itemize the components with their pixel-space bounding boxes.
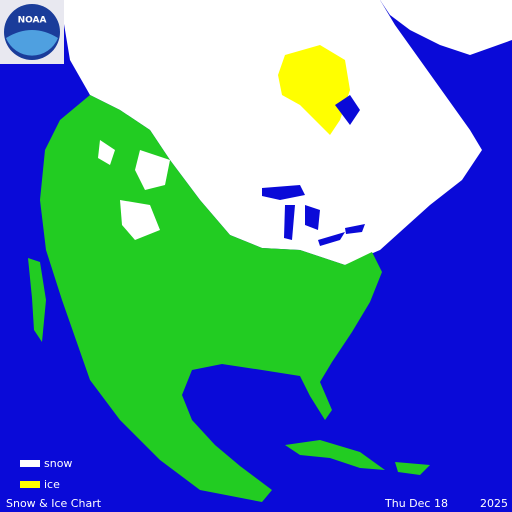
baja — [28, 258, 46, 342]
legend-swatch — [20, 460, 40, 467]
hudson-bay-ice — [278, 45, 350, 135]
logo-wave — [6, 30, 58, 56]
lake-erie — [318, 232, 345, 246]
snow-patch — [120, 200, 160, 240]
cuba — [285, 440, 385, 470]
footer-year: 2025 — [480, 497, 508, 510]
lake-huron — [305, 205, 320, 230]
logo-text: NOAA — [18, 16, 47, 26]
footer-date: Thu Dec 18 — [384, 497, 448, 510]
lake-ontario — [345, 224, 365, 234]
lake-michigan — [284, 205, 295, 240]
snow-patch — [98, 140, 115, 165]
snow-free-land — [40, 95, 382, 502]
james-bay — [335, 95, 360, 125]
legend-label: snow — [44, 457, 72, 470]
footer-title: Snow & Ice Chart — [6, 497, 102, 510]
legend-label: ice — [44, 478, 60, 491]
greenland — [380, 0, 512, 55]
legend-swatch — [20, 481, 40, 488]
hispaniola — [395, 462, 430, 475]
lake-superior — [262, 185, 305, 200]
snow-patch — [135, 150, 170, 190]
snow-cover-canada — [60, 0, 482, 265]
